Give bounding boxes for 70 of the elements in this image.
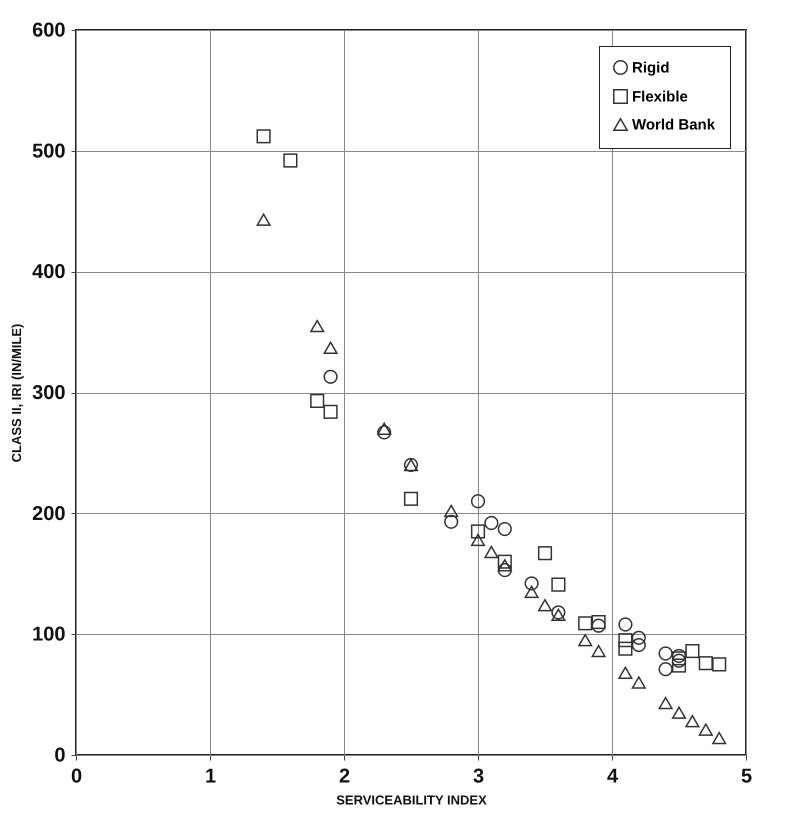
point	[592, 618, 606, 633]
point	[498, 559, 512, 572]
point	[685, 644, 700, 658]
y-axis-title: CLASS II, IRI (IN/MILE)	[9, 324, 24, 462]
point	[618, 642, 632, 656]
point	[632, 630, 646, 645]
point	[324, 370, 338, 384]
point	[444, 514, 458, 529]
point	[524, 586, 539, 598]
point	[672, 658, 686, 673]
point	[538, 546, 552, 560]
point	[524, 576, 539, 590]
point	[712, 732, 726, 744]
point	[498, 522, 512, 536]
point	[404, 492, 418, 506]
y-tick-label: 400	[32, 261, 66, 284]
point	[592, 644, 606, 658]
point	[551, 578, 566, 592]
point	[658, 696, 673, 710]
point	[698, 656, 713, 670]
x-axis-title: SERVICEABILITY INDEX	[336, 792, 488, 808]
point	[551, 608, 566, 622]
point	[470, 494, 486, 508]
point	[498, 563, 512, 578]
point	[324, 342, 338, 354]
point	[698, 723, 713, 736]
point	[551, 605, 566, 620]
point	[256, 129, 271, 144]
point	[256, 213, 271, 226]
point	[632, 638, 646, 652]
point	[618, 617, 632, 632]
point	[632, 676, 646, 689]
point	[498, 554, 512, 569]
point	[484, 516, 498, 530]
x-tick-label: 2	[338, 766, 350, 788]
point	[484, 546, 498, 558]
x-tick-label: 5	[740, 766, 752, 788]
x-tick-label: 1	[204, 766, 216, 788]
y-tick-label: 600	[32, 20, 66, 42]
x-tick-label: 0	[70, 766, 82, 788]
point	[444, 504, 458, 518]
y-tick-label: 0	[54, 744, 66, 766]
point	[377, 425, 392, 440]
y-tick-label: 500	[32, 140, 66, 162]
point	[618, 633, 632, 648]
legend-label: Flexible	[632, 88, 688, 106]
point	[685, 714, 700, 728]
point	[538, 598, 552, 612]
point	[283, 153, 298, 168]
x-tick-label: 3	[472, 766, 484, 788]
point	[618, 666, 632, 680]
point	[578, 634, 592, 646]
point	[578, 616, 592, 630]
point	[310, 320, 324, 332]
x-tick-label: 4	[606, 766, 619, 788]
point	[324, 404, 338, 419]
point	[658, 662, 673, 676]
y-tick-label: 300	[32, 382, 66, 404]
point	[470, 524, 486, 539]
y-tick-label: 100	[32, 624, 66, 646]
legend-label: World Bank	[632, 116, 716, 134]
point	[470, 534, 486, 546]
legend-label: Rigid	[632, 60, 670, 76]
point	[592, 615, 606, 630]
point	[310, 394, 324, 408]
point	[377, 422, 392, 435]
y-tick-label: 200	[32, 502, 66, 525]
point	[658, 646, 673, 661]
point	[712, 657, 726, 672]
point	[672, 706, 686, 719]
